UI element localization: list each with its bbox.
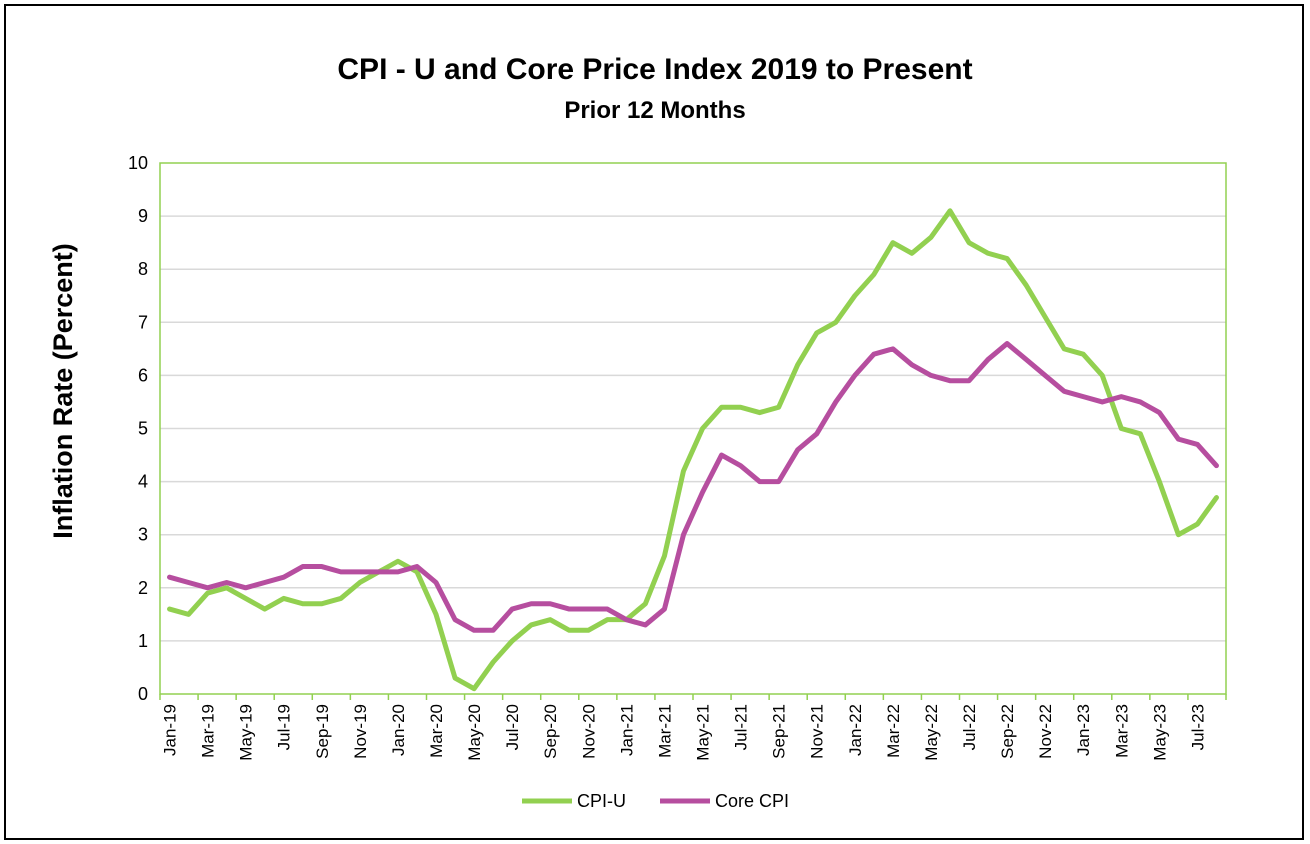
x-tick-label: Jul-20: [503, 704, 522, 750]
y-axis-ticks: 0 1 2 3 4 5 6 7 8 9 10: [128, 153, 148, 704]
x-tick-label: Jul-23: [1188, 704, 1207, 750]
y-axis-label: Inflation Rate (Percent): [48, 243, 78, 539]
x-tick-label: Jul-21: [732, 704, 751, 750]
legend: CPI-U Core CPI: [522, 791, 789, 811]
x-tick-label: May-23: [1150, 704, 1169, 761]
x-tick-label: May-19: [237, 704, 256, 761]
y-tick-label: 1: [138, 631, 148, 651]
x-tick-label: May-22: [922, 704, 941, 761]
x-tick-label: Jul-22: [960, 704, 979, 750]
x-tick-label: Jul-19: [275, 704, 294, 750]
y-tick-label: 4: [138, 472, 148, 492]
y-tick-label: 9: [138, 206, 148, 226]
plot-area-border: [159, 162, 1227, 695]
x-tick-label: Sep-20: [541, 704, 560, 759]
series-line-core-cpi: [167, 341, 1219, 633]
x-tick-label: Mar-22: [884, 704, 903, 758]
chart-frame: [4, 4, 1304, 840]
x-tick-label: Sep-19: [313, 704, 332, 759]
x-tick-label: Mar-23: [1112, 704, 1131, 758]
x-tick-label: May-20: [465, 704, 484, 761]
x-tick-label: Nov-20: [579, 704, 598, 759]
x-tick-label: May-21: [694, 704, 713, 761]
x-tick-label: Nov-19: [351, 704, 370, 759]
y-tick-label: 0: [138, 684, 148, 704]
gridlines: [160, 215, 1226, 642]
x-tick-label: Sep-22: [998, 704, 1017, 759]
y-tick-label: 3: [138, 525, 148, 545]
y-tick-label: 6: [138, 365, 148, 385]
x-tick-label: Jan-22: [846, 704, 865, 756]
y-tick-label: 2: [138, 578, 148, 598]
x-tick-label: Jan-23: [1074, 704, 1093, 756]
x-tick-label: Jan-20: [389, 704, 408, 756]
y-tick-label: 8: [138, 259, 148, 279]
x-tick-label: Sep-21: [770, 704, 789, 759]
y-tick-label: 5: [138, 419, 148, 439]
y-tick-label: 7: [138, 312, 148, 332]
chart-title: CPI - U and Core Price Index 2019 to Pre…: [337, 53, 972, 86]
y-tick-label: 10: [128, 153, 148, 173]
chart-subtitle: Prior 12 Months: [564, 97, 745, 124]
x-tick-label: Nov-22: [1036, 704, 1055, 759]
series-lines: [167, 208, 1219, 692]
legend-label: CPI-U: [577, 791, 626, 811]
series-line-cpi-u: [167, 208, 1219, 692]
x-tick-label: Jan-19: [161, 704, 180, 756]
x-tick-label: Mar-20: [427, 704, 446, 758]
x-tick-label: Mar-19: [199, 704, 218, 758]
x-tick-label: Jan-21: [617, 704, 636, 756]
x-tick-label: Nov-21: [808, 704, 827, 759]
legend-label: Core CPI: [715, 791, 789, 811]
x-axis-ticks: Jan-19 Mar-19 May-19 Jul-19 Sep-19 Nov-19 Jan-…: [159, 694, 1227, 761]
x-tick-label: Mar-21: [655, 704, 674, 758]
